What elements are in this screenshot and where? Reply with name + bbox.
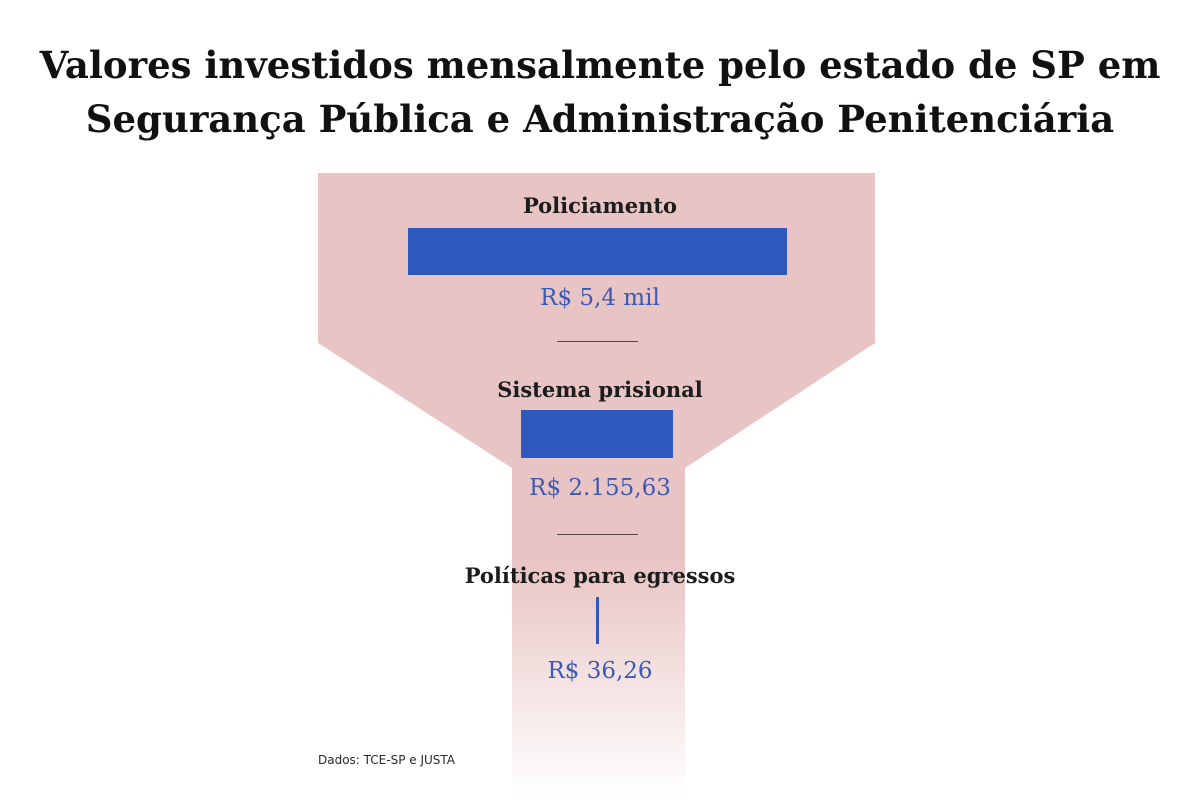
value-label-politicas-egressos: R$ 36,26 [547, 658, 653, 684]
category-label-policiamento: Policiamento [522, 193, 678, 218]
category-label-sistema-prisional: Sistema prisional [497, 377, 703, 402]
value-label-policiamento: R$ 5,4 mil [540, 285, 660, 311]
bar-sistema-prisional [521, 410, 673, 458]
chart-title: Valores investidos mensalmente pelo esta… [0, 38, 1200, 146]
category-label-politicas-egressos: Políticas para egressos [464, 563, 736, 588]
funnel-shape [318, 173, 875, 800]
separator-2 [557, 534, 638, 535]
value-label-sistema-prisional: R$ 2.155,63 [529, 475, 671, 501]
bar-policiamento [407, 228, 787, 275]
chart-title-line-2: Segurança Pública e Administração Penite… [85, 97, 1115, 141]
source-note: Dados: TCE-SP e JUSTA [318, 753, 455, 767]
bar-politicas-egressos [595, 597, 599, 644]
chart-title-line-1: Valores investidos mensalmente pelo esta… [39, 43, 1161, 87]
separator-1 [557, 341, 638, 342]
